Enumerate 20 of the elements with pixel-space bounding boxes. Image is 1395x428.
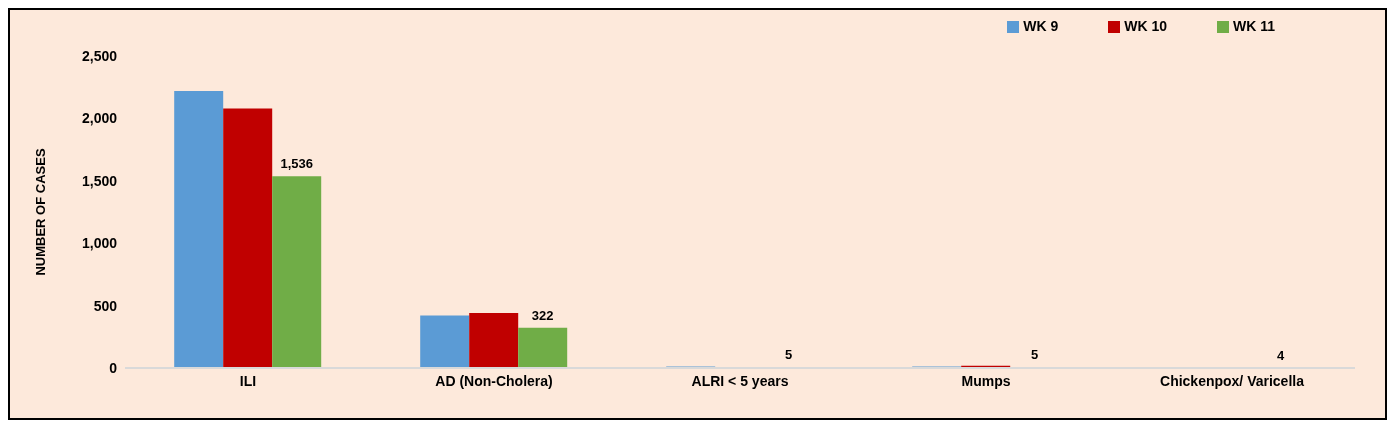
data-label: 322 xyxy=(531,307,554,323)
legend-label: WK 11 xyxy=(1232,18,1275,34)
legend-label: WK 10 xyxy=(1124,18,1167,34)
y-tick-label: 1,000 xyxy=(81,235,118,252)
data-label: 5 xyxy=(785,347,793,363)
y-tick-label: 500 xyxy=(93,297,118,314)
y-tick-label: 2,500 xyxy=(81,47,118,64)
data-label: 1,536 xyxy=(280,156,313,172)
y-tick-label: 0 xyxy=(109,359,118,376)
data-label: 5 xyxy=(1031,347,1039,363)
x-tick-label: AD (Non-Cholera) xyxy=(435,372,553,389)
y-tick-label: 1,500 xyxy=(81,172,118,189)
x-tick-label: ALRI < 5 years xyxy=(691,372,789,389)
y-axis-title: NUMBER OF CASES xyxy=(32,148,48,276)
legend-label: WK 9 xyxy=(1023,18,1059,34)
y-tick-label: 2,000 xyxy=(81,110,118,127)
x-tick-label: Chickenpox/ Varicella xyxy=(1160,372,1305,389)
x-tick-label: Mumps xyxy=(961,372,1011,389)
x-tick-label: ILI xyxy=(239,372,257,389)
data-label: 4 xyxy=(1277,347,1286,363)
